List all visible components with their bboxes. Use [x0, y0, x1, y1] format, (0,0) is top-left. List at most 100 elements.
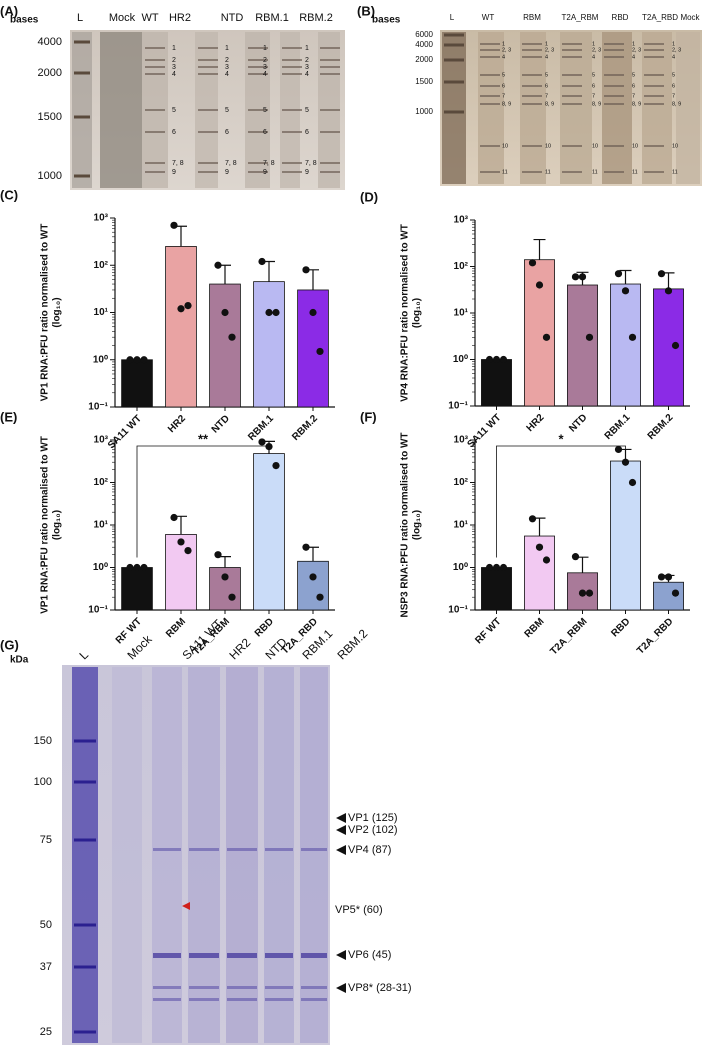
data-point [170, 513, 178, 522]
panel-label: (C) [0, 187, 18, 202]
data-point [492, 355, 501, 364]
gel-band [562, 74, 582, 76]
size-label: 37 [40, 961, 52, 973]
gel-band [301, 953, 327, 958]
error-bar [263, 260, 275, 282]
band-label: 7, 8 [305, 160, 317, 167]
data-point [184, 301, 192, 310]
gel-band [522, 95, 542, 97]
data-point [221, 573, 229, 581]
band-label: 5 [172, 107, 176, 114]
size-label: 6000 [415, 30, 433, 39]
gel-band [562, 85, 582, 87]
gel-band [153, 986, 181, 989]
gel-band [562, 49, 582, 51]
ladder-band [74, 115, 90, 119]
data-point [578, 589, 587, 597]
lane-label: L [450, 13, 455, 22]
gel-lane [264, 667, 294, 1043]
arrow [336, 950, 346, 960]
ladder-band [444, 58, 464, 62]
y-tick-label: 10² [454, 261, 469, 272]
gel-band [480, 43, 500, 45]
gel-band [265, 953, 293, 958]
gel-band [198, 66, 218, 68]
band-label: 10 [592, 143, 598, 149]
gel-band [301, 998, 327, 1001]
band-label: 7 [672, 93, 675, 99]
data-point [309, 308, 317, 317]
panel-label: (A) [0, 3, 18, 18]
size-label: 4000 [415, 40, 433, 49]
gel-band [480, 56, 500, 58]
protein-label: VP2 (102) [348, 824, 398, 836]
y-tick-label: 10² [94, 260, 109, 271]
band-label: 3 [305, 64, 309, 71]
band-label: 1 [305, 45, 309, 52]
gel-band [480, 49, 500, 51]
y-axis-label: (log₁₀) [412, 510, 423, 540]
data-point [302, 543, 310, 551]
gel-band [562, 56, 582, 58]
panel-label: (B) [357, 3, 375, 18]
size-label: 50 [40, 919, 52, 931]
y-tick-label: 10¹ [454, 308, 469, 319]
axis-unit: bases [10, 15, 39, 26]
size-label: 2000 [415, 55, 433, 64]
gel-band [320, 131, 340, 133]
gel-band [248, 162, 268, 164]
band-label: 1 [502, 41, 505, 47]
band-label: 6 [172, 129, 176, 136]
gel-lane [602, 32, 632, 184]
gel-band [320, 109, 340, 111]
x-tick-label: NTD [567, 412, 589, 434]
gel-band [153, 953, 181, 958]
gel-band [320, 47, 340, 49]
gel-band [145, 171, 165, 173]
data-point [499, 355, 508, 364]
data-point [671, 589, 680, 597]
gel-band [604, 56, 624, 58]
gel-band [522, 171, 542, 173]
gel-band [145, 47, 165, 49]
y-axis-label: VP1 RNA:PFU ratio normalised to WT [40, 224, 51, 402]
gel-band [248, 59, 268, 61]
band-label: 3 [225, 64, 229, 71]
gel-band [522, 49, 542, 51]
protein-label: VP6 (45) [348, 949, 391, 961]
band-label: 5 [632, 72, 635, 78]
error-bar [533, 238, 546, 260]
bar [481, 567, 512, 611]
gel-band [189, 998, 219, 1001]
gel-band [320, 66, 340, 68]
gel-band [644, 95, 664, 97]
data-point [302, 266, 310, 274]
band-label: 11 [672, 169, 678, 175]
y-tick-label: 10⁻¹ [88, 402, 108, 413]
y-tick-label: 10⁰ [453, 354, 468, 365]
data-point [126, 356, 134, 364]
significance-label: ** [198, 431, 209, 446]
ladder-band [74, 965, 96, 969]
y-axis-label: VP1 RNA:PFU ratio normalised to WT [40, 436, 51, 614]
bar [610, 283, 641, 407]
band-label: 2 [305, 57, 309, 64]
gel-band [522, 43, 542, 45]
data-point [485, 355, 494, 364]
data-point [535, 281, 544, 289]
data-point [664, 287, 673, 295]
gel-band [480, 95, 500, 97]
gel-lane [520, 32, 546, 184]
band-label: 11 [592, 169, 598, 175]
data-point [628, 478, 637, 487]
gel-band [320, 73, 340, 75]
x-tick-label: RBM.2 [290, 413, 320, 443]
band-label: 7 [592, 93, 595, 99]
y-axis-label: (log₁₀) [52, 510, 63, 540]
ladder-band [74, 71, 90, 75]
lane-label: RBM [523, 13, 541, 22]
band-label: 7 [632, 93, 635, 99]
data-point [657, 270, 666, 278]
band-label: 4 [305, 71, 309, 78]
gel-band [604, 171, 624, 173]
